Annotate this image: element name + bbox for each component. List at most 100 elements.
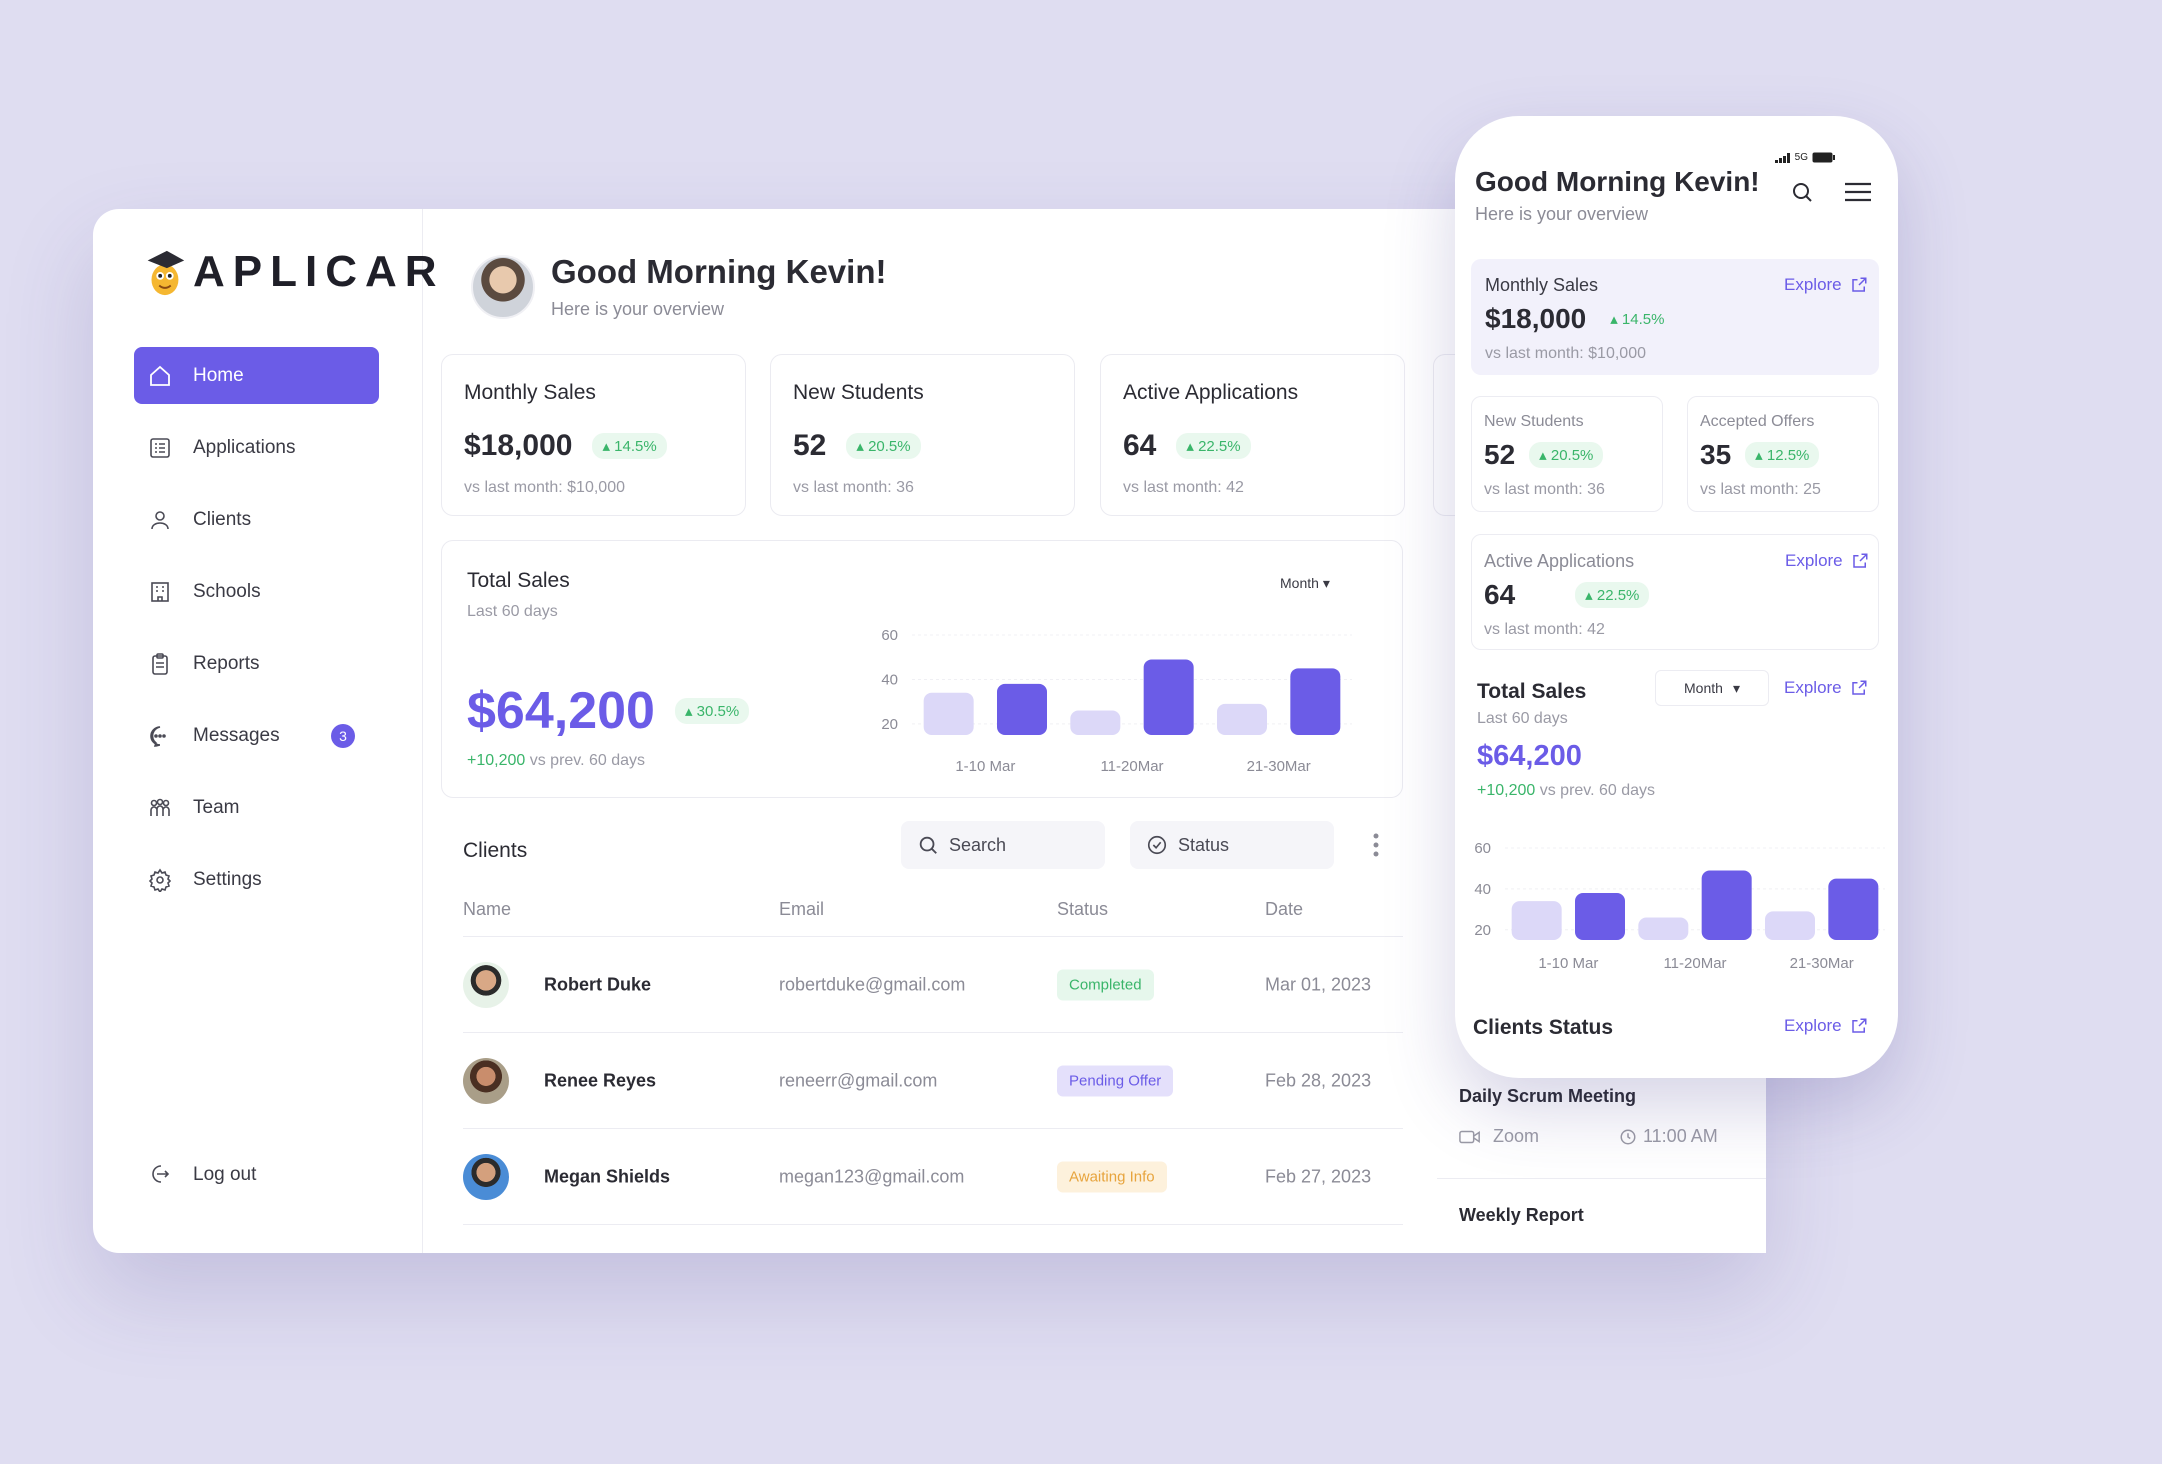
mobile-total-sales-delta: +10,200 vs prev. 60 days: [1477, 782, 1655, 800]
client-date: Mar 01, 2023: [1265, 974, 1372, 994]
check-circle-icon: [1147, 835, 1167, 855]
y-tick-label: 20: [881, 716, 898, 733]
sidebar-item-messages[interactable]: Messages 3: [134, 707, 379, 764]
user-avatar[interactable]: [471, 254, 535, 319]
client-email: robertduke@gmail.com: [779, 974, 966, 994]
app-logo[interactable]: APLICAR: [141, 247, 445, 297]
sidebar-item-label: Clients: [193, 508, 252, 530]
chart-bar[interactable]: [1143, 659, 1194, 735]
clients-status-title: Clients Status: [1473, 1016, 1614, 1039]
logout-icon: [147, 1162, 173, 1188]
card-label: New Students: [1484, 413, 1584, 430]
phone-status-bar: 5G: [1774, 152, 1836, 163]
chart-bar[interactable]: [1828, 878, 1879, 940]
network-label: 5G: [1794, 152, 1808, 163]
stat-card-new-students[interactable]: New Students 52 ▴ 20.5% vs last month: 36: [770, 354, 1075, 516]
x-tick-label: 1-10 Mar: [1538, 955, 1598, 972]
mobile-total-sales-value: $64,200: [1477, 740, 1582, 772]
column-header[interactable]: Date: [1265, 899, 1304, 919]
chart-bar[interactable]: [923, 692, 974, 735]
stat-card-active-applications[interactable]: Active Applications 64 ▴ 22.5% vs last mo…: [1100, 354, 1405, 516]
mobile-card-monthly-sales[interactable]: Monthly Sales $18,000 ▴ 14.5% vs last mon…: [1471, 259, 1879, 375]
arrow-up-icon: ▴: [1755, 447, 1767, 464]
sidebar-item-home[interactable]: Home: [134, 347, 379, 404]
sidebar-item-team[interactable]: Team: [134, 779, 379, 836]
column-header[interactable]: Email: [779, 899, 825, 919]
chart-bar[interactable]: [997, 683, 1047, 735]
client-date: Feb 27, 2023: [1265, 1166, 1372, 1186]
change-badge: ▴ 14.5%: [592, 433, 667, 459]
explore-link[interactable]: Explore: [1785, 551, 1869, 571]
status-filter-label: Status: [1178, 834, 1230, 855]
logo-mascot-icon: [147, 250, 185, 296]
status-badge: Awaiting Info: [1057, 1161, 1167, 1192]
change-value: 22.5%: [1198, 437, 1241, 455]
meeting-title[interactable]: Weekly Report: [1459, 1205, 1584, 1225]
time-label: 11:00 AM: [1643, 1126, 1718, 1146]
video-icon: [1459, 1130, 1480, 1143]
chart-bar[interactable]: [1765, 911, 1815, 940]
menu-icon[interactable]: [1844, 181, 1872, 203]
sidebar-item-label: Team: [193, 796, 240, 818]
page-subtitle: Here is your overview: [551, 299, 725, 319]
messages-badge: 3: [331, 723, 355, 748]
sidebar-item-schools[interactable]: Schools: [134, 563, 379, 620]
change-value: 22.5%: [1596, 586, 1640, 604]
month-dropdown[interactable]: Month ▾: [1280, 575, 1330, 592]
column-header[interactable]: Name: [463, 899, 512, 919]
chart-bar[interactable]: [1217, 703, 1267, 735]
external-link-icon: [1851, 1018, 1867, 1033]
arrow-up-icon: ▴: [856, 438, 869, 455]
change-badge: ▴ 20.5%: [846, 433, 921, 459]
stat-label: New Students: [793, 381, 924, 404]
signal-icon: [1774, 152, 1790, 163]
explore-link[interactable]: Explore: [1784, 275, 1868, 295]
mobile-card-new-students[interactable]: New Students 52 ▴ 20.5% vs last month: 36: [1471, 396, 1663, 512]
search-icon[interactable]: [1790, 180, 1814, 204]
card-value: $18,000: [1485, 303, 1587, 334]
change-badge: ▴ 30.5%: [674, 698, 750, 724]
avatar: [463, 1153, 509, 1200]
table-row[interactable]: Renee Reyes reneerr@gmail.com Pending Of…: [463, 1033, 1403, 1129]
column-header[interactable]: Status: [1057, 899, 1109, 919]
sidebar-item-settings[interactable]: Settings: [134, 851, 379, 908]
stat-card-monthly-sales[interactable]: Monthly Sales $18,000 ▴ 14.5% vs last mon…: [441, 354, 746, 516]
arrow-up-icon: ▴: [1610, 311, 1622, 328]
status-filter[interactable]: Status: [1130, 821, 1334, 869]
sidebar-item-reports[interactable]: Reports: [134, 635, 379, 692]
search-input[interactable]: Search: [901, 821, 1105, 869]
chart-bar[interactable]: [1701, 870, 1752, 940]
explore-link[interactable]: Explore: [1784, 1016, 1868, 1036]
sidebar-item-clients[interactable]: Clients: [134, 491, 379, 548]
chart-bar[interactable]: [1290, 668, 1341, 735]
search-icon: [919, 836, 937, 854]
arrow-up-icon: ▴: [1539, 447, 1551, 464]
explore-link[interactable]: Explore: [1784, 678, 1868, 698]
clients-title: Clients: [463, 839, 528, 862]
table-row[interactable]: Megan Shields megan123@gmail.com Awaitin…: [463, 1129, 1403, 1225]
mobile-card-accepted-offers[interactable]: Accepted Offers 35 ▴ 12.5% vs last month:…: [1687, 396, 1879, 512]
x-tick-label: 11-20Mar: [1663, 955, 1726, 972]
card-label: Active Applications: [1484, 551, 1635, 571]
mobile-greeting: Good Morning Kevin! Here is your overvie…: [1475, 166, 1760, 225]
battery-icon: [1812, 152, 1835, 163]
table-row[interactable]: Robert Duke robertduke@gmail.com Complet…: [463, 937, 1403, 1033]
mobile-month-dropdown[interactable]: Month ▾: [1655, 670, 1769, 706]
more-options-icon[interactable]: [1371, 831, 1381, 859]
logout-button[interactable]: Log out: [147, 1162, 256, 1188]
chart-bar[interactable]: [1638, 917, 1689, 940]
explore-label: Explore: [1784, 275, 1842, 294]
chart-bar[interactable]: [1511, 901, 1562, 940]
chart-bar[interactable]: [1575, 892, 1625, 940]
sidebar-item-applications[interactable]: Applications: [134, 419, 379, 476]
home-icon: [147, 363, 173, 389]
external-link-icon: [1852, 553, 1868, 568]
card-sub: vs last month: 36: [1484, 481, 1605, 498]
applications-icon: [147, 435, 173, 461]
mobile-screen: 5G Good Morning Kevin! Here is your over…: [1455, 116, 1898, 1078]
meeting-title[interactable]: Daily Scrum Meeting: [1459, 1086, 1637, 1106]
clock-icon: [1620, 1129, 1636, 1144]
chart-bar[interactable]: [1070, 710, 1121, 735]
sidebar-item-label: Applications: [193, 436, 296, 458]
mobile-card-active-applications[interactable]: Active Applications 64 ▴ 22.5% vs last mo…: [1471, 534, 1879, 650]
